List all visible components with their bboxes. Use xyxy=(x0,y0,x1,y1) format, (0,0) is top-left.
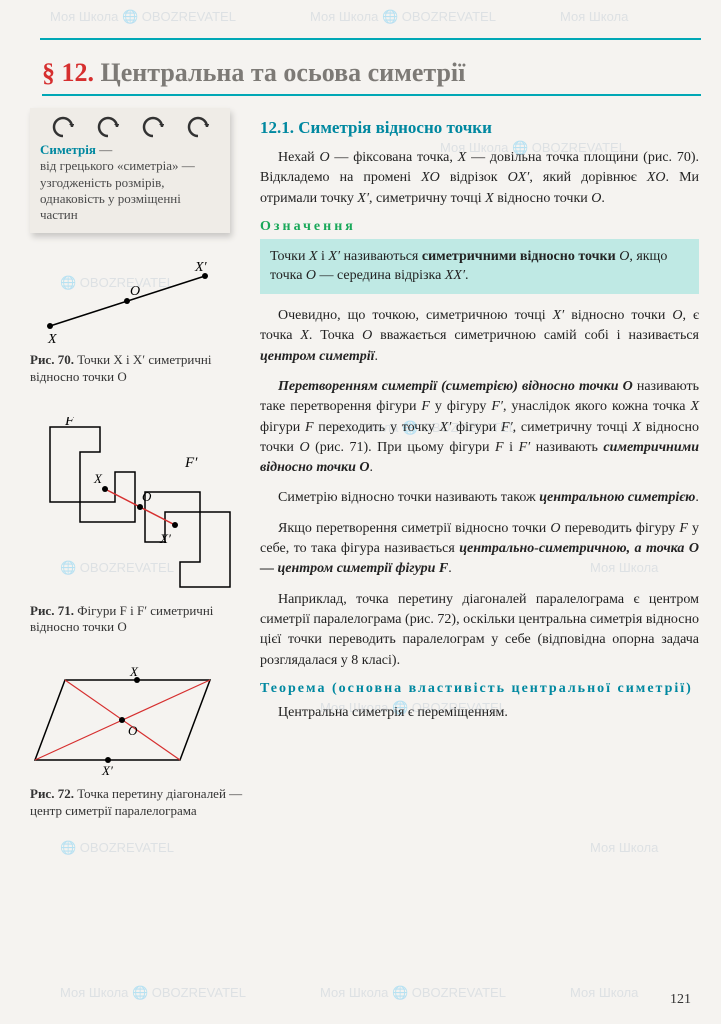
paragraph-3: Перетворенням симетрії (симетрією) відно… xyxy=(260,377,699,478)
paragraph-6: Наприклад, точка перетину діагоналей пар… xyxy=(260,590,699,671)
svg-text:O: O xyxy=(128,723,138,738)
fig72-svg: X O X′ xyxy=(30,665,230,780)
spiral-icon xyxy=(187,116,209,138)
section-title-text: Центральна та осьова симетрії xyxy=(101,58,466,87)
svg-text:O: O xyxy=(130,284,140,299)
svg-text:F′: F′ xyxy=(184,455,198,471)
section-number: § 12. xyxy=(42,58,94,87)
svg-text:X′: X′ xyxy=(159,531,171,546)
svg-text:X′: X′ xyxy=(194,261,208,275)
figure-71: F F′ X O X′ Рис. 71. Фігури F і F′ симет… xyxy=(30,417,245,636)
fig70-svg: X O X′ xyxy=(30,261,230,346)
fig70-caption: Рис. 70. Точки X і X′ симетричні відносн… xyxy=(30,352,245,385)
watermark: Моя Школа xyxy=(560,9,628,24)
spiral-icon xyxy=(97,116,119,138)
theorem-body: Центральна симетрія є переміщенням. xyxy=(260,703,699,723)
paragraph-1: Нехай O — фіксована точка, X — довільна … xyxy=(260,148,699,209)
watermark: Моя Школа 🌐 OBOZREVATEL xyxy=(320,985,506,1001)
definition-box: Точки X і X′ називаються симетричними ві… xyxy=(260,239,699,294)
fig72-caption-num: Рис. 72. xyxy=(30,786,74,801)
watermark: Моя Школа xyxy=(590,840,658,855)
watermark: Моя Школа 🌐 OBOZREVATEL xyxy=(50,9,236,25)
main-column: 12.1. Симетрія відносно точки Нехай O — … xyxy=(260,118,699,733)
svg-text:X′: X′ xyxy=(101,763,113,778)
watermark: Моя Школа xyxy=(570,985,638,1000)
top-rule xyxy=(40,38,701,40)
note-dash: — xyxy=(99,142,112,157)
paragraph-4: Симетрію відносно точки називають також … xyxy=(260,488,699,508)
svg-text:F: F xyxy=(64,417,75,429)
note-card: Симетрія — від грецького «симетріа» — уз… xyxy=(30,108,230,233)
spiral-icon xyxy=(142,116,164,138)
sidebar: Симетрія — від грецького «симетріа» — уз… xyxy=(30,108,245,819)
watermark: Моя Школа 🌐 OBOZREVATEL xyxy=(60,985,246,1001)
svg-text:X: X xyxy=(47,332,57,346)
theorem-label: Теорема (основна властивість центральної… xyxy=(260,681,699,697)
fig71-svg: F F′ X O X′ xyxy=(30,417,245,597)
fig71-caption: Рис. 71. Фігури F і F′ симетричні віднос… xyxy=(30,603,245,636)
definition-label: Означення xyxy=(260,219,699,235)
spiral-row xyxy=(40,116,220,138)
svg-text:O: O xyxy=(142,489,152,504)
subsection-heading: 12.1. Симетрія відносно точки xyxy=(260,118,699,138)
page-number: 121 xyxy=(670,992,691,1008)
note-body: від грецького «симетріа» — узгодженість … xyxy=(40,158,195,222)
fig70-caption-num: Рис. 70. xyxy=(30,352,74,367)
figure-72: X O X′ Рис. 72. Точка перетину діагонале… xyxy=(30,665,245,819)
watermark: Моя Школа 🌐 OBOZREVATEL xyxy=(310,9,496,25)
fig72-caption: Рис. 72. Точка перетину діагоналей — цен… xyxy=(30,786,245,819)
paragraph-5: Якщо перетворення симетрії відносно точк… xyxy=(260,519,699,580)
spiral-icon xyxy=(52,116,74,138)
section-title: § 12. Центральна та осьова симетрії xyxy=(42,58,701,96)
note-term: Симетрія xyxy=(40,142,96,157)
fig71-caption-num: Рис. 71. xyxy=(30,603,74,618)
svg-text:X: X xyxy=(93,471,103,486)
svg-text:X: X xyxy=(129,665,139,679)
figure-70: X O X′ Рис. 70. Точки X і X′ симетричні … xyxy=(30,261,245,385)
watermark: 🌐 OBOZREVATEL xyxy=(60,840,174,856)
paragraph-2: Очевидно, що точкою, симетричною точці X… xyxy=(260,306,699,367)
